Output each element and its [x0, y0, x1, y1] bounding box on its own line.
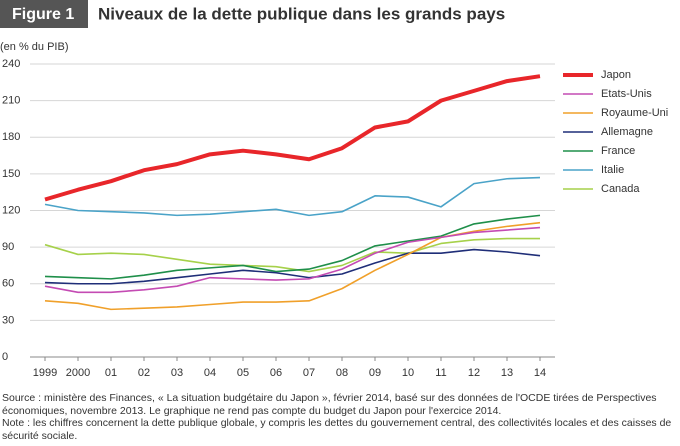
x-tick-label: 12 [468, 367, 480, 379]
series-line [44, 248, 541, 285]
source: Source : ministère des Finances, « La si… [2, 392, 657, 417]
legend-label: Allemagne [601, 126, 653, 138]
note: Note : les chiffres concernent la dette … [2, 417, 672, 442]
series-line [44, 214, 541, 280]
figure-label: Figure 1 [12, 6, 74, 23]
chart-title: Niveaux de la dette publique dans les gr… [98, 4, 505, 23]
series-line [44, 237, 540, 273]
x-tick-label: 05 [237, 367, 249, 379]
legend-label: Canada [601, 183, 640, 195]
x-tick-label: 10 [402, 367, 414, 379]
series-line [44, 176, 541, 217]
x-tick-label: 1999 [33, 367, 57, 379]
x-tick-label: 13 [501, 367, 513, 379]
x-tick-label: 04 [204, 367, 216, 379]
x-tick-label: 01 [105, 367, 117, 379]
figure-badge [0, 0, 88, 28]
x-tick-label: 11 [435, 367, 446, 379]
x-tick-label: 07 [303, 367, 315, 379]
x-tick-label: 09 [369, 367, 381, 379]
y-tick-label: 30 [2, 314, 14, 326]
x-tick-label: 03 [171, 367, 183, 379]
y-tick-label: 240 [2, 58, 20, 70]
y-axis-label: (en % du PIB) [0, 41, 68, 53]
y-tick-label: 180 [2, 131, 20, 143]
y-tick-label: 120 [2, 204, 20, 216]
y-tick-label: 60 [2, 278, 14, 290]
legend-label: Etats-Unis [601, 88, 652, 100]
y-tick-label: 150 [2, 168, 20, 180]
x-tick-label: 02 [138, 367, 150, 379]
x-tick-label: 2000 [66, 367, 90, 379]
x-tick-label: 08 [336, 367, 348, 379]
x-tick-label: 14 [534, 367, 546, 379]
series-line [44, 74, 541, 202]
y-tick-label: 90 [2, 241, 14, 253]
y-tick-label: 210 [2, 95, 20, 107]
y-tick-label: 0 [2, 351, 8, 363]
x-tick-label: 06 [270, 367, 282, 379]
legend-label: Italie [601, 164, 624, 176]
legend-label: France [601, 145, 635, 157]
series-line [44, 221, 541, 311]
series-line [44, 226, 541, 294]
legend-label: Japon [601, 69, 631, 81]
chart: Figure 1 Niveaux de la dette publique da… [0, 0, 668, 379]
legend-label: Royaume-Uni [601, 107, 668, 119]
footnotes: Source : ministère des Finances, « La si… [2, 392, 678, 442]
